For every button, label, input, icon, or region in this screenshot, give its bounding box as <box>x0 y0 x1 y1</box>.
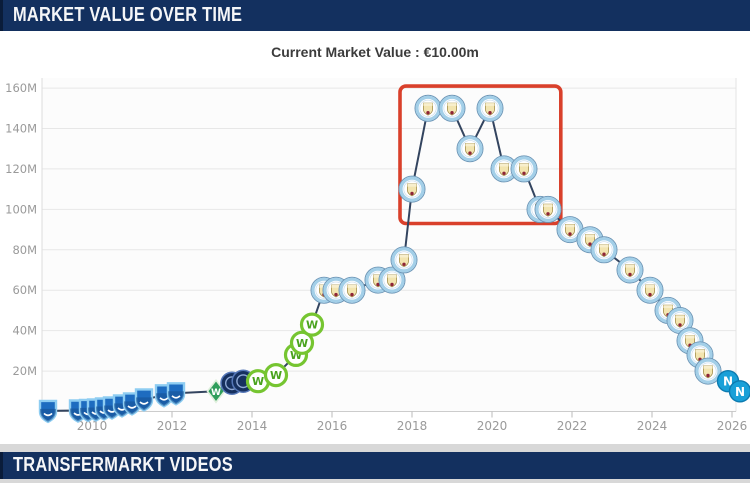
footer-title: TRANSFERMARKT VIDEOS <box>13 454 233 476</box>
x-axis-tick-label: 2020 <box>477 419 508 433</box>
page-bottom-edge <box>0 479 750 483</box>
data-point-mancity-crest-icon[interactable]: Manchester City: €150m <box>438 94 466 122</box>
page-title: MARKET VALUE OVER TIME <box>13 4 243 26</box>
x-axis-tick-label: 2010 <box>77 419 108 433</box>
data-point-wolfsburg-crest-icon[interactable]: VfL Wolfsburg: €43m W <box>299 312 325 337</box>
svg-text:W: W <box>296 337 308 350</box>
y-axis-tick-label: 100M <box>5 202 37 216</box>
data-point-mancity-crest-icon[interactable]: Manchester City: €70m <box>616 256 644 284</box>
data-point-mancity-crest-icon[interactable]: Manchester City: €130m <box>456 135 484 163</box>
y-axis-tick-label: 120M <box>5 162 37 176</box>
data-point-mancity-crest-icon[interactable]: Manchester City: €60m <box>636 276 664 304</box>
y-axis-tick-label: 140M <box>5 122 37 136</box>
svg-text:W: W <box>252 375 264 388</box>
plot-area <box>42 78 736 412</box>
svg-text:N: N <box>735 385 745 399</box>
x-axis-tick-label: 2016 <box>317 419 348 433</box>
data-point-mancity-crest-icon[interactable]: Manchester City: €65m <box>378 266 406 294</box>
data-point-wolfsburg-crest-icon[interactable]: VfL Wolfsburg: €34m W <box>289 330 315 355</box>
svg-text:N: N <box>723 375 733 389</box>
x-axis-tick-label: 2026 <box>717 419 748 433</box>
peak-period-highlight-box <box>398 84 563 226</box>
data-point-mancity-crest-icon[interactable]: Manchester City: €150m <box>414 94 442 122</box>
y-axis-tick-label: 80M <box>12 243 37 257</box>
data-point-mancity-crest-icon[interactable]: Manchester City: €150m <box>476 94 504 122</box>
data-point-mancity-crest-icon[interactable]: Manchester City: €110m <box>398 175 426 203</box>
data-point-mancity-crest-icon[interactable]: Manchester City: €20m <box>694 357 722 385</box>
data-point-genk-crest-icon[interactable]: KRC Genk: €0.3m <box>38 399 58 424</box>
data-point-mancity-crest-icon[interactable]: Manchester City: €120m <box>490 155 518 183</box>
y-axis-tick-label: 160M <box>5 81 37 95</box>
data-point-mancity-crest-icon[interactable]: Manchester City: €60m <box>338 276 366 304</box>
data-point-mancity-crest-icon[interactable]: Manchester City: €80m <box>590 236 618 264</box>
data-point-genk-crest-icon[interactable]: KRC Genk: €6m <box>134 388 154 412</box>
chart-bottom-divider <box>0 444 750 452</box>
y-axis-tick-label: 60M <box>12 283 37 297</box>
x-axis-tick-label: 2018 <box>397 419 428 433</box>
footer-bar: TRANSFERMARKT VIDEOS <box>0 452 750 479</box>
data-point-mancity-crest-icon[interactable]: Manchester City: €100m <box>534 195 562 223</box>
x-axis-tick-label: 2022 <box>557 419 588 433</box>
y-axis-tick-label: 20M <box>12 364 37 378</box>
data-point-mancity-crest-icon[interactable]: Manchester City: €75m <box>390 246 418 274</box>
svg-text:W: W <box>270 369 282 382</box>
data-point-wolfsburg-crest-icon[interactable]: VfL Wolfsburg: €18m W <box>263 363 289 388</box>
x-axis-tick-label: 2012 <box>157 419 188 433</box>
header-bar: MARKET VALUE OVER TIME <box>0 0 750 31</box>
x-axis-tick-label: 2014 <box>237 419 268 433</box>
y-axis-tick-label: 40M <box>12 324 37 338</box>
data-point-napoli-crest-icon[interactable]: SSC Napoli: €10m N <box>728 380 750 403</box>
data-point-genk-crest-icon[interactable]: KRC Genk: €9m <box>166 382 186 406</box>
svg-text:W: W <box>306 319 318 332</box>
svg-text:W: W <box>211 388 221 398</box>
x-axis-tick-label: 2024 <box>637 419 668 433</box>
current-market-value-label: Current Market Value : €10.00m <box>271 44 479 60</box>
data-point-mancity-crest-icon[interactable]: Manchester City: €120m <box>510 155 538 183</box>
